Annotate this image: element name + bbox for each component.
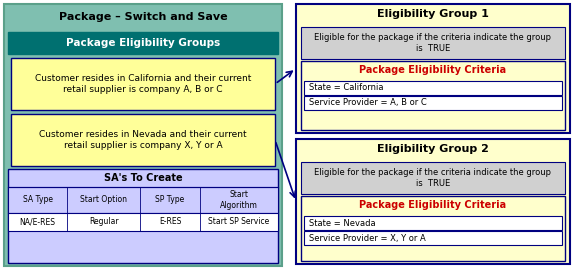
FancyBboxPatch shape — [301, 162, 565, 194]
Text: Start
Algorithm: Start Algorithm — [220, 190, 258, 210]
Text: SA Type: SA Type — [22, 195, 53, 204]
FancyBboxPatch shape — [8, 169, 278, 263]
Text: Start Option: Start Option — [81, 195, 127, 204]
Text: Package – Switch and Save: Package – Switch and Save — [59, 12, 227, 22]
Text: Service Provider = A, B or C: Service Provider = A, B or C — [309, 99, 427, 107]
Text: State = Nevada: State = Nevada — [309, 218, 375, 228]
Text: Regular: Regular — [89, 218, 118, 227]
Text: Customer resides in Nevada and their current
retail supplier is company X, Y or : Customer resides in Nevada and their cur… — [39, 130, 247, 150]
FancyBboxPatch shape — [296, 4, 570, 133]
FancyBboxPatch shape — [8, 32, 278, 54]
FancyBboxPatch shape — [301, 196, 565, 261]
FancyBboxPatch shape — [8, 213, 278, 231]
Text: Package Eligibility Groups: Package Eligibility Groups — [66, 38, 220, 48]
Text: State = California: State = California — [309, 83, 384, 93]
FancyBboxPatch shape — [301, 27, 565, 59]
Text: Eligibility Group 2: Eligibility Group 2 — [377, 144, 489, 154]
FancyBboxPatch shape — [301, 61, 565, 130]
Text: Package Eligibility Criteria: Package Eligibility Criteria — [359, 200, 507, 210]
Text: SP Type: SP Type — [155, 195, 185, 204]
FancyBboxPatch shape — [296, 139, 570, 264]
Text: E-RES: E-RES — [159, 218, 181, 227]
Text: Eligibility Group 1: Eligibility Group 1 — [377, 9, 489, 19]
FancyBboxPatch shape — [4, 4, 282, 266]
FancyBboxPatch shape — [304, 216, 562, 230]
Text: Eligible for the package if the criteria indicate the group
is  TRUE: Eligible for the package if the criteria… — [315, 168, 551, 188]
Text: Eligible for the package if the criteria indicate the group
is  TRUE: Eligible for the package if the criteria… — [315, 33, 551, 53]
FancyBboxPatch shape — [304, 231, 562, 245]
Text: Start SP Service: Start SP Service — [208, 218, 270, 227]
Text: NA/E-RES: NA/E-RES — [20, 218, 56, 227]
Text: Customer resides in California and their current
retail supplier is company A, B: Customer resides in California and their… — [35, 74, 251, 94]
FancyBboxPatch shape — [304, 81, 562, 95]
FancyBboxPatch shape — [304, 96, 562, 110]
Text: Service Provider = X, Y or A: Service Provider = X, Y or A — [309, 234, 426, 242]
Text: Package Eligibility Criteria: Package Eligibility Criteria — [359, 65, 507, 75]
FancyBboxPatch shape — [11, 58, 275, 110]
FancyBboxPatch shape — [8, 187, 278, 213]
FancyBboxPatch shape — [11, 114, 275, 166]
Text: SA's To Create: SA's To Create — [104, 173, 182, 183]
